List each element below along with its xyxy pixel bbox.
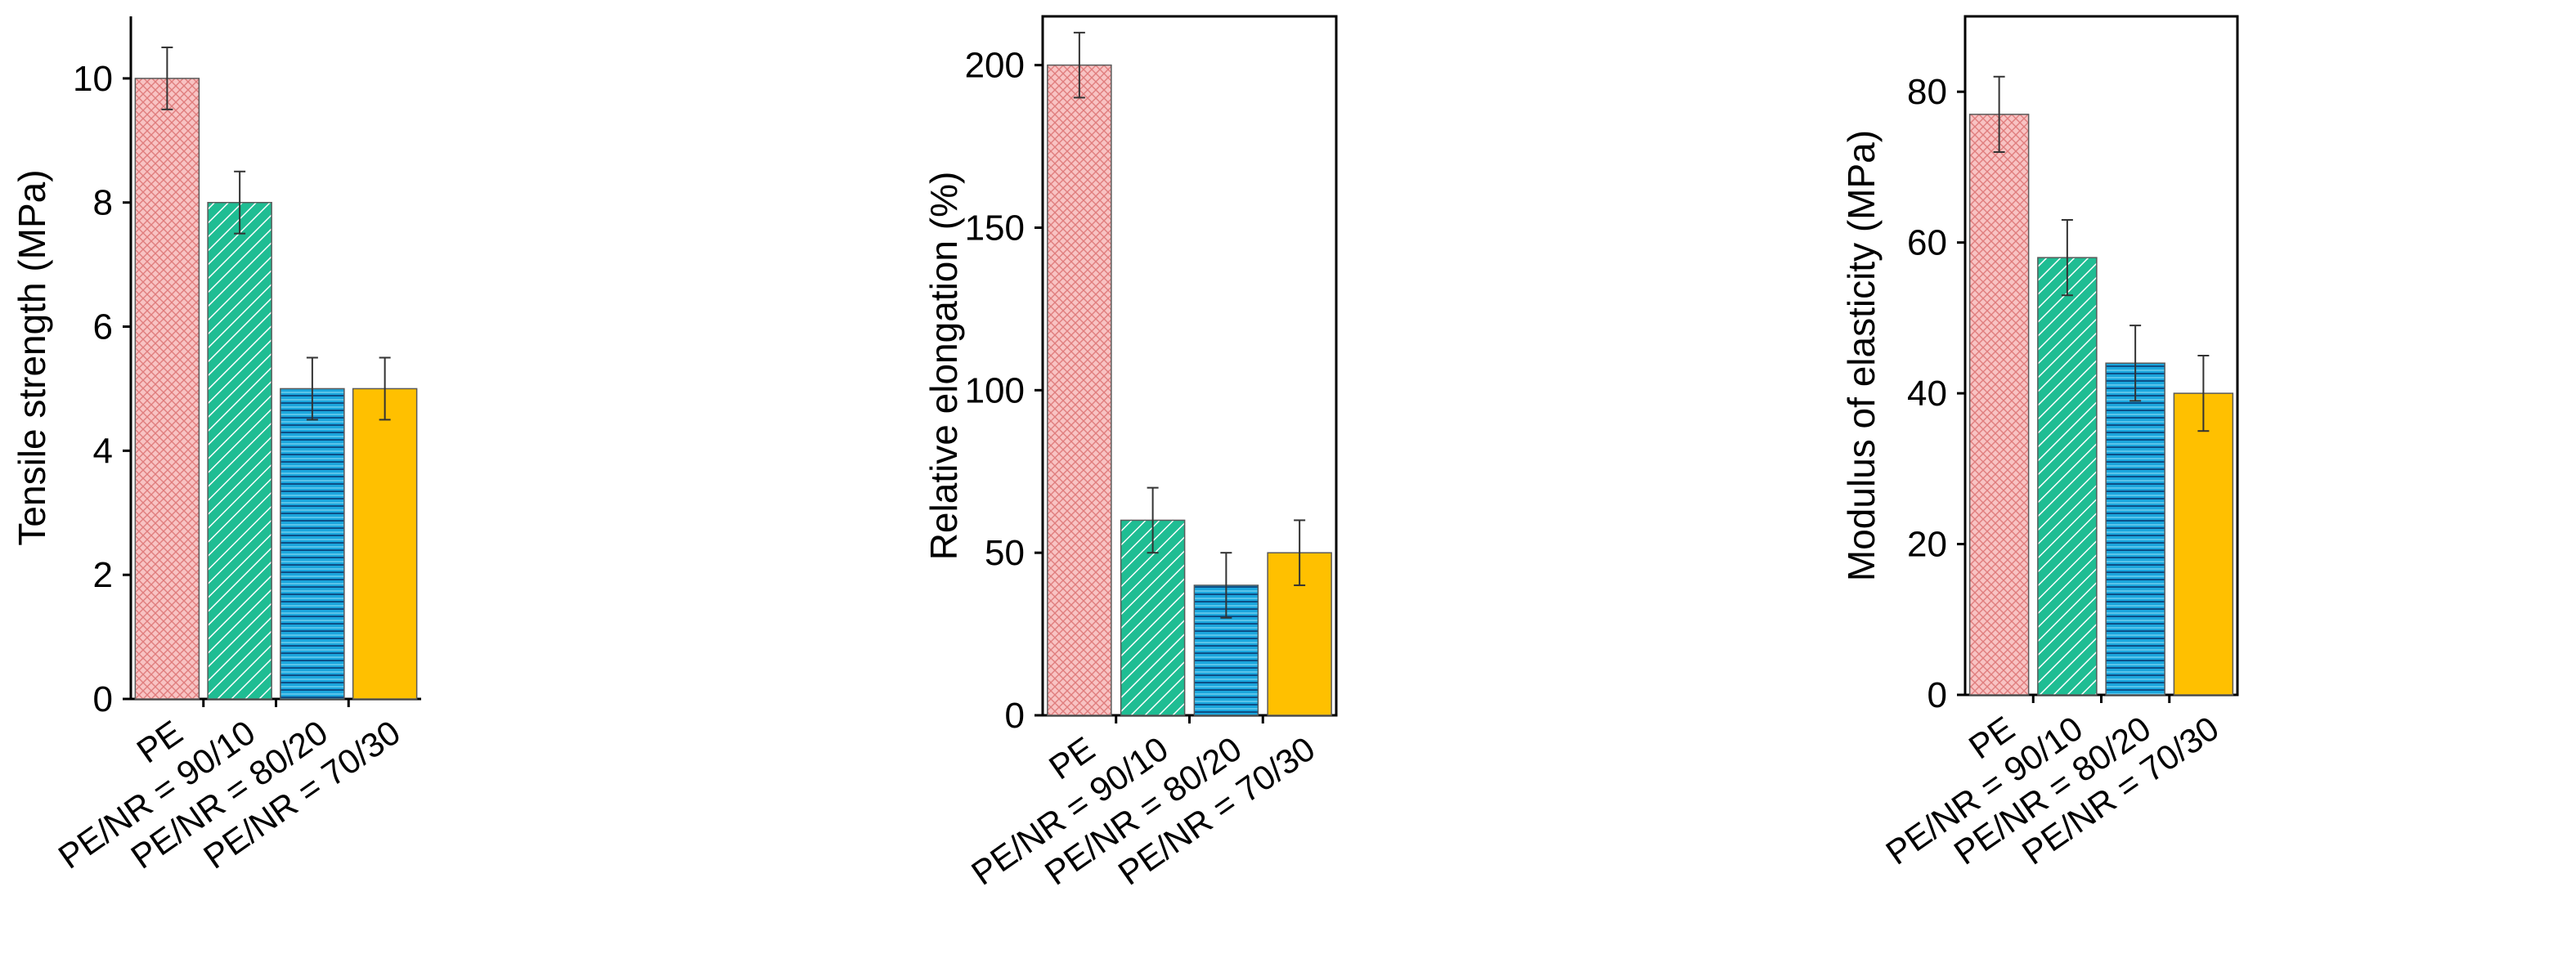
y-tick-label: 80: [1907, 72, 1947, 112]
y-axis-title: Modulus of elasticity (MPa): [1840, 130, 1883, 581]
y-tick-label: 10: [73, 59, 113, 99]
bar-4: [2173, 392, 2234, 696]
bar-2: [207, 201, 272, 700]
bar-1: [1968, 114, 2030, 696]
y-tick-label: 60: [1907, 223, 1947, 263]
y-tick-label: 2: [93, 555, 113, 595]
y-tick-label: 0: [93, 679, 113, 719]
bar-1: [1047, 64, 1112, 716]
bar-3: [280, 387, 345, 700]
bar-2: [2037, 257, 2098, 696]
y-tick-label: 0: [1928, 675, 1947, 715]
bar-1: [134, 78, 200, 700]
y-axis-title: Relative elongation (%): [922, 172, 965, 561]
bar-4: [352, 387, 418, 700]
y-tick-label: 4: [93, 431, 113, 471]
y-tick-label: 8: [93, 183, 113, 223]
y-tick-label: 50: [985, 533, 1025, 573]
y-tick-label: 40: [1907, 374, 1947, 414]
bar-3: [2105, 362, 2165, 696]
y-tick-label: 0: [1005, 696, 1025, 736]
y-tick-label: 150: [965, 208, 1025, 248]
y-tick-label: 20: [1907, 525, 1947, 565]
y-tick-label: 200: [965, 46, 1025, 86]
y-axis-title: Tensile strength (MPa): [11, 169, 53, 545]
y-tick-label: 6: [93, 307, 113, 347]
y-tick-label: 100: [965, 370, 1025, 410]
